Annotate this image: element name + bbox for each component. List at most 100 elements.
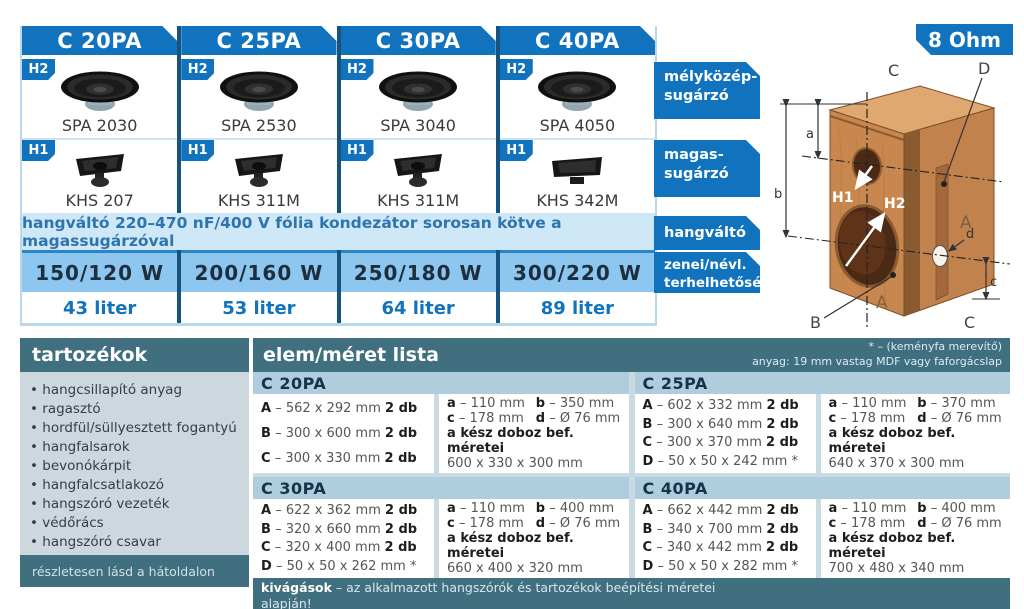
tweeter-cell: H1 KHS 311M bbox=[340, 138, 496, 213]
row-label-line: magas- bbox=[664, 147, 724, 163]
dim-line: c – 178 mm d – Ø 76 mm bbox=[829, 411, 1006, 426]
part-size: – 562 x 292 mm bbox=[275, 401, 381, 416]
dim-value: – 110 mm bbox=[841, 396, 907, 411]
dim-value: – 178 mm bbox=[458, 411, 524, 426]
part-line: B – 320 x 660 mm 2 db bbox=[261, 522, 430, 537]
dim-value: – 370 mm bbox=[930, 396, 996, 411]
part-size: – 300 x 370 mm bbox=[656, 435, 762, 451]
accessory-item: védőrács bbox=[30, 515, 245, 531]
part-size: – 300 x 640 mm bbox=[656, 416, 763, 432]
label-b-bottom: B bbox=[810, 313, 821, 332]
dim-key: d bbox=[535, 411, 546, 426]
row-label-line: mélyközép- bbox=[664, 69, 758, 85]
dim-pair: a – 110 mm bbox=[447, 501, 536, 516]
part-key: B bbox=[261, 521, 271, 537]
part-size: – 50 x 50 x 282 mm * bbox=[657, 559, 798, 575]
crossover-note: hangváltó 220–470 nF/400 V fólia kondezá… bbox=[22, 213, 655, 250]
part-line: C – 300 x 330 mm 2 db bbox=[261, 451, 430, 466]
dim-line: c – 178 mm d – Ø 76 mm bbox=[447, 411, 624, 426]
dimensions-column: a – 110 mm b – 350 mm c – 178 mm d – Ø 7… bbox=[439, 394, 629, 473]
part-key: A bbox=[261, 502, 272, 518]
dim-key: a bbox=[828, 396, 838, 411]
cutouts-footer-rest: – az alkalmazott hangszórók és tartozéko… bbox=[261, 580, 716, 609]
dim-value: – 178 mm bbox=[840, 411, 906, 426]
column-header-cell: C 40PA bbox=[499, 26, 655, 57]
power-rating: 150/120 W bbox=[22, 250, 178, 292]
leader-d-top bbox=[943, 77, 983, 183]
parts-list-title: elem/méret lista bbox=[263, 344, 439, 366]
row-label-line: sugárzó bbox=[664, 87, 729, 104]
part-line: A – 622 x 362 mm 2 db bbox=[261, 503, 430, 518]
finished-box-label: a kész doboz bef. méretei bbox=[447, 426, 574, 456]
part-size: – 300 x 330 mm bbox=[274, 451, 381, 466]
parts-block-body: A – 622 x 362 mm 2 db B – 320 x 660 mm 2… bbox=[253, 499, 629, 578]
footnote-line: anyag: 19 mm vastag MDF vagy faforgácsla… bbox=[752, 355, 1002, 368]
label-a-side: A bbox=[960, 213, 972, 233]
inner-marker bbox=[890, 272, 896, 278]
tweeter-image bbox=[394, 154, 443, 187]
part-qty: 2 db bbox=[384, 426, 418, 441]
tweeter-caption: KHS 342M bbox=[536, 191, 619, 210]
dim-line: a – 110 mm b – 400 mm bbox=[447, 501, 624, 516]
volume-value: 53 liter bbox=[181, 292, 337, 323]
parts-block-title: C 25PA bbox=[634, 372, 1010, 394]
h1-badge: H1 bbox=[500, 140, 533, 161]
cabinet-inner-shadow bbox=[904, 129, 920, 316]
power-rating: 300/220 W bbox=[499, 250, 655, 292]
part-line: D – 50 x 50 x 242 mm * bbox=[643, 454, 812, 469]
woofer-caption: SPA 2530 bbox=[221, 116, 297, 135]
label-h1: H1 bbox=[832, 190, 853, 206]
parts-block-body: A – 562 x 292 mm 2 db B – 300 x 600 mm 2… bbox=[253, 394, 629, 473]
dim-pair: b – 370 mm bbox=[917, 396, 1006, 411]
dim-pair: b – 350 mm bbox=[536, 396, 625, 411]
part-size: – 320 x 400 mm bbox=[274, 540, 381, 556]
dim-key: b bbox=[917, 396, 927, 411]
speaker-spec-table: C 20PA C 25PA C 30PA C 40PA H2 SPA 2030 … bbox=[20, 26, 657, 326]
parts-blocks-grid: C 20PA A – 562 x 292 mm 2 db B – 300 x 6… bbox=[253, 372, 1010, 578]
dim-line: a – 110 mm b – 350 mm bbox=[447, 396, 624, 411]
tweeter-image bbox=[552, 157, 603, 184]
parts-list-header: elem/méret lista * – (keményfa merevítő)… bbox=[253, 338, 1010, 372]
finished-box-label: a kész doboz bef. méretei bbox=[828, 426, 956, 456]
dim-pair: a – 110 mm bbox=[447, 396, 536, 411]
tweeter-caption: KHS 311M bbox=[377, 191, 460, 210]
dim-key: a bbox=[447, 501, 456, 516]
finished-box-dims: 600 x 330 x 300 mm bbox=[447, 456, 583, 471]
dim-value: – 110 mm bbox=[459, 501, 525, 516]
brace-marker bbox=[941, 181, 947, 187]
footnote-line: * – (keményfa merevítő) bbox=[868, 340, 1002, 354]
part-size: – 622 x 362 mm bbox=[275, 502, 381, 518]
accessory-item: hangfalcsatlakozó bbox=[30, 477, 245, 493]
part-qty: 2 db bbox=[384, 521, 418, 537]
part-qty: 2 db bbox=[766, 416, 799, 432]
label-dim-b: b bbox=[774, 187, 782, 202]
row-label-woofer: mélyközép- sugárzó bbox=[654, 62, 760, 119]
power-rating: 250/180 W bbox=[340, 250, 496, 292]
finished-box-label: a kész doboz bef. méretei bbox=[828, 531, 956, 561]
woofer-image bbox=[379, 71, 458, 111]
dim-line: a – 110 mm b – 400 mm bbox=[829, 501, 1006, 516]
part-key: B bbox=[642, 416, 653, 432]
dimensions-column: a – 110 mm b – 400 mm c – 178 mm d – Ø 7… bbox=[439, 499, 629, 578]
tweeter-caption: KHS 207 bbox=[65, 191, 134, 210]
part-line: B – 300 x 640 mm 2 db bbox=[643, 417, 812, 432]
row-label-line: hangváltó bbox=[664, 225, 746, 241]
woofer-cell: H2 SPA 2030 bbox=[22, 57, 178, 138]
label-c-top: C bbox=[888, 61, 899, 80]
part-size: – 602 x 332 mm bbox=[656, 397, 763, 413]
part-line: C – 340 x 442 mm 2 db bbox=[643, 540, 812, 555]
part-line: A – 662 x 442 mm 2 db bbox=[643, 503, 812, 518]
dim-value: – 178 mm bbox=[840, 516, 906, 531]
h2-badge: H2 bbox=[22, 59, 55, 80]
label-dim-c: c bbox=[990, 275, 997, 290]
parts-block: C 30PA A – 622 x 362 mm 2 db B – 320 x 6… bbox=[253, 477, 629, 578]
volume-value: 89 liter bbox=[499, 292, 655, 323]
finished-box-dims: 660 x 400 x 320 mm bbox=[447, 561, 583, 576]
part-size: – 50 x 50 x 262 mm * bbox=[275, 559, 417, 575]
dim-pair: c – 178 mm bbox=[447, 411, 536, 426]
dim-key: b bbox=[917, 501, 927, 516]
parts-block: C 40PA A – 662 x 442 mm 2 db B – 340 x 7… bbox=[634, 477, 1010, 578]
dim-pair: c – 178 mm bbox=[829, 411, 918, 426]
part-key: C bbox=[642, 435, 653, 451]
label-dim-a: a bbox=[806, 127, 814, 142]
